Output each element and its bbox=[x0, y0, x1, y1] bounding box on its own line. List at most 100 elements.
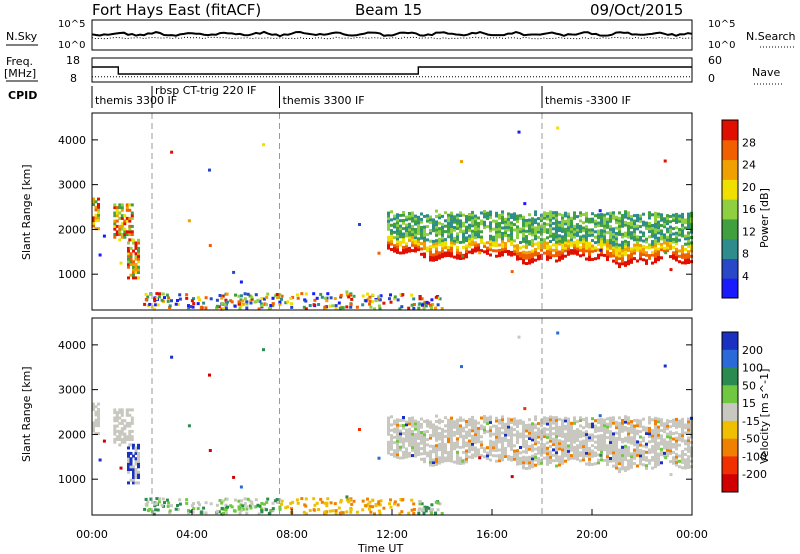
power-cell bbox=[549, 221, 552, 225]
velocity-cell bbox=[561, 443, 564, 446]
velocity-cell bbox=[588, 452, 591, 456]
power-cell bbox=[654, 260, 657, 264]
velocity-cell bbox=[324, 512, 328, 516]
velocity-cell bbox=[615, 423, 618, 427]
power-cell bbox=[621, 214, 624, 217]
power-cell bbox=[630, 260, 633, 264]
velocity-cell bbox=[573, 451, 576, 455]
power-cell bbox=[657, 228, 660, 232]
velocity-cell bbox=[579, 419, 582, 422]
velocity-cell bbox=[411, 446, 414, 450]
power-cell bbox=[217, 305, 221, 309]
power-cell bbox=[594, 257, 597, 261]
velocity-cell bbox=[606, 455, 609, 458]
velocity-cell bbox=[471, 448, 474, 452]
power-cell bbox=[669, 225, 672, 229]
power-cell bbox=[477, 246, 480, 250]
velocity-cell bbox=[447, 459, 450, 462]
power-cell bbox=[167, 296, 171, 300]
power-cell bbox=[423, 301, 427, 305]
power-cell bbox=[681, 250, 684, 254]
power-cell bbox=[504, 231, 507, 235]
power-cell bbox=[361, 294, 365, 298]
power-cell bbox=[453, 242, 456, 246]
velocity-cell bbox=[678, 454, 681, 458]
velocity-cell bbox=[345, 495, 349, 499]
power-cell bbox=[525, 251, 528, 255]
power-cell bbox=[432, 226, 435, 230]
power-cell bbox=[130, 216, 134, 220]
power-cell bbox=[345, 290, 349, 294]
velocity-cell bbox=[123, 427, 127, 431]
velocity-cell bbox=[408, 438, 411, 442]
power-cell bbox=[582, 248, 585, 251]
power-cell bbox=[633, 230, 636, 234]
velocity-cell bbox=[591, 454, 594, 458]
velocity-cell bbox=[417, 426, 420, 430]
power-cell bbox=[92, 203, 95, 206]
power-cell bbox=[438, 237, 441, 241]
power-cell bbox=[396, 215, 399, 219]
power-cell bbox=[516, 236, 519, 240]
velocity-cell bbox=[567, 455, 570, 459]
power-cell bbox=[591, 212, 594, 216]
velocity-cell bbox=[558, 447, 561, 451]
power-cell bbox=[687, 258, 690, 262]
power-cell bbox=[368, 299, 372, 303]
power-cell bbox=[528, 226, 531, 230]
velocity-cell bbox=[97, 421, 100, 425]
velocity-cell bbox=[681, 458, 684, 462]
power-cell bbox=[501, 248, 504, 251]
power-cell bbox=[459, 211, 462, 215]
velocity-cell bbox=[597, 434, 600, 438]
velocity-cell bbox=[224, 512, 228, 515]
velocity-cell bbox=[567, 452, 570, 456]
power-cell bbox=[390, 237, 393, 241]
velocity-cell bbox=[609, 451, 612, 455]
power-cell bbox=[531, 252, 534, 256]
power-cell bbox=[115, 219, 119, 223]
power-cell bbox=[492, 227, 495, 231]
velocity-cell bbox=[480, 454, 483, 458]
power-cell bbox=[300, 292, 304, 296]
velocity-cell bbox=[444, 443, 447, 447]
power-cell bbox=[684, 242, 687, 246]
freq-right-tick-bottom: 0 bbox=[708, 72, 715, 85]
velocity-cell bbox=[567, 420, 570, 424]
power-cell bbox=[366, 292, 369, 296]
velocity-cell bbox=[510, 434, 513, 438]
velocity-cell bbox=[132, 473, 135, 477]
velocity-cell bbox=[465, 460, 468, 464]
power-cell bbox=[621, 256, 624, 260]
power-cell bbox=[465, 228, 468, 232]
velocity-cell bbox=[483, 431, 486, 435]
power-cell bbox=[411, 230, 414, 234]
power-cell bbox=[378, 307, 382, 311]
power-cell bbox=[432, 256, 435, 259]
velocity-cell bbox=[651, 458, 654, 462]
power-cell bbox=[591, 228, 594, 232]
power-cell bbox=[570, 241, 573, 244]
velocity-cell bbox=[420, 431, 423, 434]
power-cell bbox=[498, 254, 501, 258]
velocity-cell bbox=[627, 453, 630, 457]
power-cell bbox=[226, 300, 229, 304]
velocity-cell bbox=[513, 433, 516, 437]
velocity-cell bbox=[684, 426, 687, 430]
velocity-cell bbox=[555, 443, 558, 446]
power-cell bbox=[517, 130, 521, 134]
velocity-cell bbox=[588, 422, 591, 426]
velocity-cell bbox=[489, 418, 492, 422]
power-cell bbox=[597, 248, 600, 252]
power-cell bbox=[296, 296, 300, 300]
velocity-cell bbox=[648, 448, 651, 452]
velocity-cell bbox=[127, 468, 130, 471]
power-cell bbox=[438, 243, 441, 247]
velocity-cell bbox=[525, 445, 528, 449]
power-cell bbox=[522, 256, 525, 259]
velocity-cell bbox=[549, 420, 552, 424]
power-cell bbox=[127, 260, 130, 264]
velocity-cell bbox=[444, 416, 447, 420]
velocity-cell bbox=[128, 438, 132, 441]
power-cell bbox=[435, 225, 438, 229]
